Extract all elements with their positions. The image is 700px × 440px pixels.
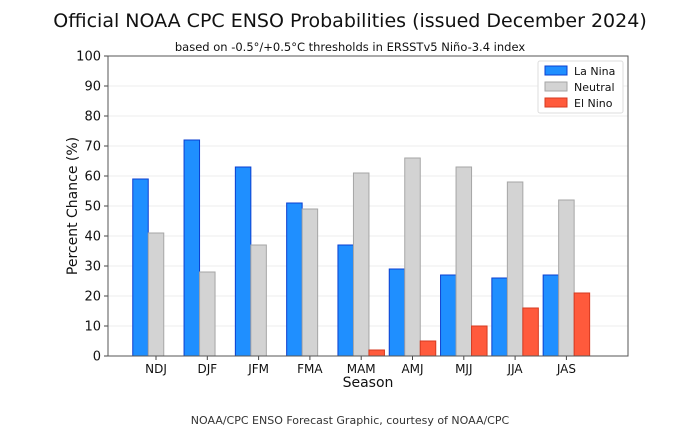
- y-tick-label: 70: [84, 140, 101, 155]
- bar-la-nina: [440, 274, 457, 357]
- bar-la-nina: [286, 202, 303, 357]
- plot-frame: [107, 55, 629, 357]
- bar-neutral: [301, 208, 319, 357]
- bar-la-nina: [337, 244, 354, 357]
- x-tick-label: NDJ: [145, 362, 167, 376]
- bar-neutral: [352, 172, 370, 357]
- bar-la-nina: [542, 274, 560, 357]
- bar-neutral: [199, 271, 216, 357]
- bar-neutral: [506, 181, 524, 357]
- y-tick-label: 100: [76, 50, 101, 65]
- x-tick-label: JFM: [247, 362, 269, 376]
- bar-la-nina: [234, 166, 252, 357]
- bar-el-nino: [419, 340, 437, 357]
- legend-label: El Nino: [574, 97, 613, 110]
- bar-la-nina: [132, 178, 149, 357]
- chart-subtitle: based on -0.5°/+0.5°C thresholds in ERSS…: [174, 40, 526, 54]
- x-tick-label: MJJ: [455, 362, 472, 376]
- bar-la-nina: [388, 268, 406, 357]
- bar-la-nina: [183, 139, 201, 357]
- legend-swatch: [544, 65, 568, 76]
- y-tick-label: 0: [93, 350, 101, 365]
- bar-neutral: [250, 244, 267, 357]
- bar-neutral: [404, 157, 421, 357]
- x-tick-label: MAM: [347, 362, 376, 376]
- y-tick-label: 40: [84, 230, 101, 245]
- legend-swatch: [544, 81, 568, 92]
- x-tick-label: DJF: [197, 362, 217, 376]
- y-tick-label: 80: [84, 110, 101, 125]
- bar-el-nino: [573, 292, 591, 357]
- credit-text: NOAA/CPC ENSO Forecast Graphic, courtesy…: [190, 414, 510, 427]
- y-axis-label: Percent Chance (%): [65, 137, 81, 275]
- chart-title: Official NOAA CPC ENSO Probabilities (is…: [53, 10, 647, 32]
- y-tick-label: 10: [84, 320, 101, 335]
- legend-label: Neutral: [574, 81, 615, 94]
- bar-neutral: [558, 199, 575, 357]
- y-tick-label: 20: [84, 290, 101, 305]
- bar-el-nino: [471, 325, 488, 357]
- bar-el-nino: [522, 307, 539, 357]
- bar-el-nino: [368, 349, 385, 357]
- x-axis-label: Season: [343, 375, 394, 391]
- bar-neutral: [455, 166, 473, 357]
- y-tick-label: 90: [84, 80, 101, 95]
- bar-la-nina: [491, 277, 508, 357]
- x-tick-label: AMJ: [401, 362, 423, 376]
- bar-neutral: [147, 232, 165, 357]
- legend-label: La Nina: [574, 65, 615, 78]
- x-tick-label: FMA: [297, 362, 323, 376]
- legend-swatch: [544, 97, 568, 108]
- y-tick-label: 30: [84, 260, 101, 275]
- y-tick-label: 50: [84, 200, 101, 215]
- x-tick-label: JAS: [556, 362, 576, 376]
- y-tick-label: 60: [84, 170, 101, 185]
- x-tick-label: JJA: [507, 362, 524, 376]
